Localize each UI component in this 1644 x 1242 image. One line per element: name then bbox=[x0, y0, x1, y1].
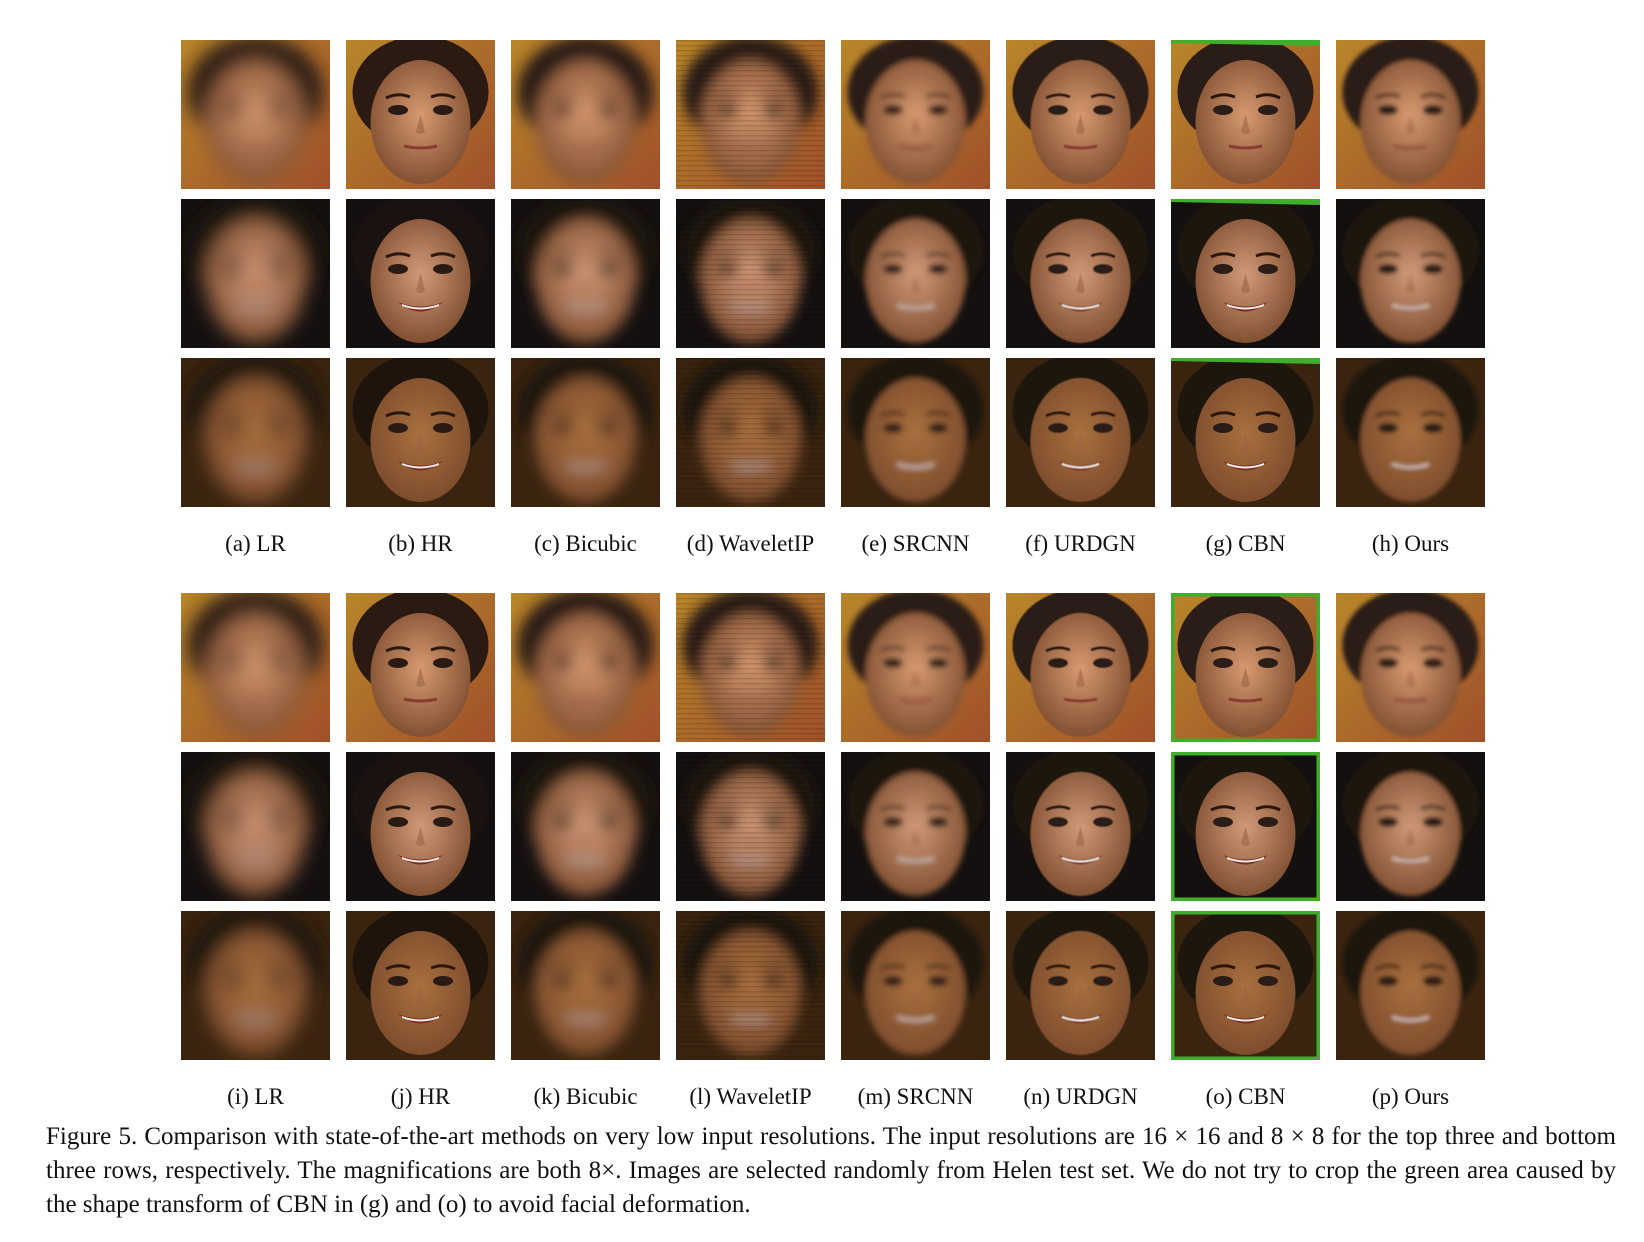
subfigure-label-h: (h) Ours bbox=[1371, 531, 1450, 556]
subfigure-label-e: (e) SRCNN bbox=[861, 531, 970, 556]
urdgn-face-image bbox=[1006, 199, 1155, 348]
cbn-face-image bbox=[1171, 911, 1320, 1060]
hr-face-image bbox=[346, 752, 495, 901]
srcnn-face-image bbox=[841, 40, 990, 189]
top-image-grid bbox=[181, 40, 1485, 517]
lr-face-image bbox=[181, 593, 330, 742]
subfigure-label-g: (g) CBN bbox=[1205, 531, 1286, 556]
subfigure-label-o: (o) CBN bbox=[1205, 1084, 1286, 1109]
bicubic-face-image bbox=[511, 593, 660, 742]
bicubic-face-image bbox=[511, 752, 660, 901]
lr-face-image bbox=[181, 40, 330, 189]
subfigure-label-p: (p) Ours bbox=[1371, 1084, 1450, 1109]
lr-face-image bbox=[181, 752, 330, 901]
bicubic-face-image bbox=[511, 40, 660, 189]
cbn-face-image bbox=[1171, 358, 1320, 507]
ours-face-image bbox=[1336, 752, 1485, 901]
urdgn-face-image bbox=[1006, 358, 1155, 507]
figure-caption: Figure 5. Comparison with state-of-the-a… bbox=[46, 1123, 1616, 1218]
image-row bbox=[181, 199, 1485, 348]
subfigure-label-d: (d) WaveletIP bbox=[686, 531, 815, 556]
urdgn-face-image bbox=[1006, 752, 1155, 901]
cbn-face-image bbox=[1171, 40, 1320, 189]
waveletip-face-image bbox=[676, 593, 825, 742]
subfigure-label-j: (j) HR bbox=[390, 1084, 451, 1109]
lr-face-image bbox=[181, 358, 330, 507]
srcnn-face-image bbox=[841, 358, 990, 507]
subfigure-label-b: (b) HR bbox=[388, 531, 453, 556]
hr-face-image bbox=[346, 911, 495, 1060]
bottom-label-row: (i) LR (j) HR (k) Bicubic (l) WaveletIP … bbox=[181, 1083, 1485, 1111]
subfigure-label-l: (l) WaveletIP bbox=[689, 1084, 812, 1109]
subfigure-label-n: (n) URDGN bbox=[1023, 1084, 1138, 1109]
subfigure-label-a: (a) LR bbox=[225, 531, 286, 556]
cbn-face-image bbox=[1171, 199, 1320, 348]
image-row bbox=[181, 593, 1485, 742]
cbn-face-image bbox=[1171, 752, 1320, 901]
subfigure-label-m: (m) SRCNN bbox=[857, 1084, 974, 1109]
ours-face-image bbox=[1336, 40, 1485, 189]
image-row bbox=[181, 911, 1485, 1060]
urdgn-face-image bbox=[1006, 593, 1155, 742]
lr-face-image bbox=[181, 911, 330, 1060]
bicubic-face-image bbox=[511, 358, 660, 507]
top-label-row: (a) LR (b) HR (c) Bicubic (d) WaveletIP … bbox=[181, 530, 1485, 558]
urdgn-face-image bbox=[1006, 911, 1155, 1060]
bicubic-face-image bbox=[511, 199, 660, 348]
waveletip-face-image bbox=[676, 40, 825, 189]
bicubic-face-image bbox=[511, 911, 660, 1060]
hr-face-image bbox=[346, 199, 495, 348]
subfigure-label-i: (i) LR bbox=[227, 1084, 284, 1109]
ours-face-image bbox=[1336, 593, 1485, 742]
cbn-face-image bbox=[1171, 593, 1320, 742]
srcnn-face-image bbox=[841, 593, 990, 742]
srcnn-face-image bbox=[841, 199, 990, 348]
lr-face-image bbox=[181, 199, 330, 348]
waveletip-face-image bbox=[676, 752, 825, 901]
hr-face-image bbox=[346, 593, 495, 742]
ours-face-image bbox=[1336, 199, 1485, 348]
hr-face-image bbox=[346, 40, 495, 189]
waveletip-face-image bbox=[676, 199, 825, 348]
urdgn-face-image bbox=[1006, 40, 1155, 189]
srcnn-face-image bbox=[841, 752, 990, 901]
ours-face-image bbox=[1336, 358, 1485, 507]
waveletip-face-image bbox=[676, 911, 825, 1060]
subfigure-label-c: (c) Bicubic bbox=[534, 531, 637, 556]
subfigure-label-k: (k) Bicubic bbox=[533, 1084, 638, 1109]
ours-face-image bbox=[1336, 911, 1485, 1060]
subfigure-label-f: (f) URDGN bbox=[1025, 531, 1136, 556]
srcnn-face-image bbox=[841, 911, 990, 1060]
image-row bbox=[181, 358, 1485, 507]
image-row bbox=[181, 40, 1485, 189]
bottom-image-grid bbox=[181, 593, 1485, 1070]
hr-face-image bbox=[346, 358, 495, 507]
image-row bbox=[181, 752, 1485, 901]
waveletip-face-image bbox=[676, 358, 825, 507]
